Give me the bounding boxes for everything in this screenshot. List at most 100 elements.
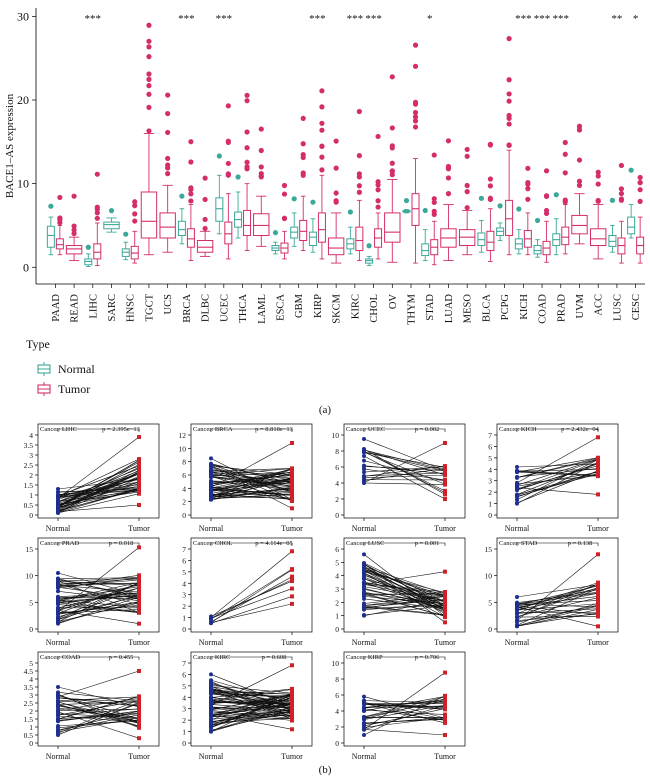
tumor-outlier xyxy=(244,166,250,172)
category-esca: ESCA xyxy=(271,182,289,321)
y-tick-label: 4 xyxy=(29,431,33,440)
tumor-box xyxy=(186,228,195,248)
paired-line xyxy=(57,694,140,720)
y-tick-label: 0 xyxy=(488,511,492,520)
category-cesc: CESC * xyxy=(627,13,645,320)
tumor-outlier xyxy=(356,153,362,159)
tumor-outlier xyxy=(281,215,288,222)
tumor-outlier xyxy=(389,160,395,166)
normal-outlier xyxy=(403,197,410,204)
normal-point xyxy=(209,720,213,725)
tumor-point xyxy=(137,477,141,482)
tumor-point xyxy=(443,733,447,737)
tumor-point xyxy=(137,725,141,730)
tumor-outlier xyxy=(146,38,152,44)
tumor-outlier xyxy=(165,155,171,162)
y-tick-label: 2.5 xyxy=(24,461,34,470)
paired-line xyxy=(57,488,140,513)
y-tick-label: 4 xyxy=(488,465,492,474)
normal-outlier xyxy=(310,199,316,205)
panel-frame xyxy=(37,651,160,747)
normal-outlier xyxy=(216,153,222,159)
legend-tumor-icon xyxy=(37,382,51,396)
tumor-outlier xyxy=(300,151,306,158)
paired-line xyxy=(57,693,140,729)
category-luad: LUAD xyxy=(440,138,457,323)
tumor-outlier xyxy=(412,114,419,120)
tumor-point xyxy=(290,586,294,591)
tumor-outlier xyxy=(506,98,512,104)
x-label-normal: Normal xyxy=(46,752,71,761)
paired-panel-ucec: 0 2 4 6 8 10 Normal Tumor Cancer: UCEC p = 0.002 xyxy=(332,423,466,533)
paired-line xyxy=(210,688,293,698)
normal-point xyxy=(515,475,519,480)
tumor-point xyxy=(137,487,141,492)
paired-line xyxy=(516,616,599,618)
tumor-outlier xyxy=(319,104,325,110)
tumor-point xyxy=(137,698,141,703)
x-tick-label: DLBC xyxy=(201,294,212,322)
tumor-outlier xyxy=(132,199,138,205)
tumor-outlier xyxy=(333,165,339,171)
tumor-point xyxy=(596,471,600,476)
normal-point xyxy=(209,692,213,697)
normal-point xyxy=(362,458,366,463)
paired-panel-prad: 0 5 10 15 Normal Tumor Cancer: PRAD p = 0.018 xyxy=(26,537,160,647)
paired-line xyxy=(516,592,599,605)
normal-point xyxy=(515,487,519,492)
comparison-bracket xyxy=(516,542,599,546)
paired-line xyxy=(363,729,446,736)
tumor-outlier xyxy=(188,139,194,145)
tumor-point xyxy=(443,720,447,725)
tumor-point xyxy=(290,710,294,715)
normal-box xyxy=(215,197,224,222)
tumor-point xyxy=(290,663,294,668)
paired-line xyxy=(516,587,599,609)
tumor-outlier xyxy=(202,196,208,203)
tumor-point xyxy=(290,601,294,606)
y-tick-label: 0 xyxy=(182,739,186,748)
paired-line xyxy=(57,717,140,732)
normal-box xyxy=(308,231,317,247)
paired-line xyxy=(363,604,446,609)
paired-line xyxy=(210,488,293,500)
tumor-outlier xyxy=(618,186,625,192)
normal-point xyxy=(209,462,213,467)
significance-label: *** xyxy=(216,13,233,25)
y-tick-label: 1 xyxy=(335,612,339,621)
y-tick-label: 0 xyxy=(335,511,339,520)
x-label-normal: Normal xyxy=(199,752,224,761)
tumor-outlier xyxy=(146,76,152,82)
normal-point xyxy=(209,480,213,485)
tumor-point xyxy=(137,590,141,595)
y-tick-label: 12 xyxy=(179,431,187,440)
x-label-normal: Normal xyxy=(352,524,377,533)
tumor-point xyxy=(443,670,447,675)
tumor-outlier xyxy=(165,170,171,177)
normal-outlier xyxy=(179,193,185,199)
tumor-point xyxy=(443,611,447,616)
paired-line xyxy=(210,576,293,623)
tumor-outlier xyxy=(506,142,512,149)
tumor-outlier xyxy=(71,193,77,199)
x-tick-label: MESO xyxy=(463,294,474,324)
p-value-label: p = 0.001 xyxy=(415,540,440,547)
paired-panel-stad: 0 5 10 15 Normal Tumor Cancer: STAD p = 0.138 xyxy=(485,537,619,647)
y-tick-label: 1 xyxy=(182,728,186,737)
tumor-outlier xyxy=(412,124,419,130)
tumor-point xyxy=(596,435,600,440)
tumor-outlier xyxy=(595,173,601,179)
normal-outlier xyxy=(108,208,115,214)
significance-label: *** xyxy=(553,13,570,25)
normal-point xyxy=(56,719,60,724)
tumor-point xyxy=(137,610,141,615)
significance-label: *** xyxy=(85,13,102,25)
tumor-point xyxy=(443,620,447,625)
tumor-outlier xyxy=(562,170,568,176)
y-tick-label: 5 xyxy=(29,598,33,607)
paired-line xyxy=(516,457,599,478)
y-tick-label: 1 xyxy=(182,614,186,623)
cancer-label: Cancer: STAD xyxy=(499,540,538,547)
